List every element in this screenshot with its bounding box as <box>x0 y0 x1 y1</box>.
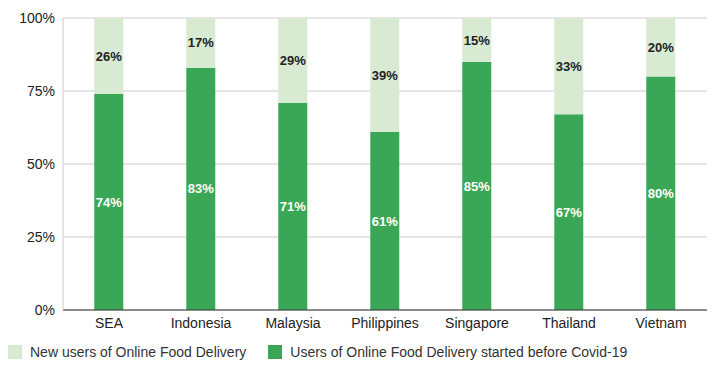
html-text:New users of Online Food Deliv: New users of Online Food Delivery <box>30 344 247 360</box>
svg-text:71%: 71% <box>280 199 306 214</box>
svg-text:Malaysia: Malaysia <box>265 315 320 331</box>
html-text:Users of Online Food Delivery: Users of Online Food Delivery started be… <box>290 344 628 360</box>
svg-text:Indonesia: Indonesia <box>171 315 232 331</box>
svg-text:61%: 61% <box>372 214 398 229</box>
svg-text:50%: 50% <box>27 156 55 172</box>
svg-text:83%: 83% <box>188 181 214 196</box>
svg-text:26%: 26% <box>96 49 122 64</box>
svg-text:17%: 17% <box>188 35 214 50</box>
svg-text:67%: 67% <box>556 205 582 220</box>
svg-text:20%: 20% <box>648 40 674 55</box>
svg-text:0%: 0% <box>35 302 55 318</box>
svg-text:Philippines: Philippines <box>351 315 419 331</box>
svg-text:15%: 15% <box>464 33 490 48</box>
svg-text:33%: 33% <box>556 59 582 74</box>
svg-text:39%: 39% <box>372 68 398 83</box>
svg-text:80%: 80% <box>648 186 674 201</box>
svg-text:Singapore: Singapore <box>445 315 509 331</box>
svg-text:25%: 25% <box>27 229 55 245</box>
svg-text:75%: 75% <box>27 83 55 99</box>
svg-text:100%: 100% <box>19 10 55 26</box>
svg-text:Vietnam: Vietnam <box>635 315 686 331</box>
svg-text:85%: 85% <box>464 179 490 194</box>
svg-text:74%: 74% <box>96 195 122 210</box>
svg-text:Thailand: Thailand <box>542 315 596 331</box>
svg-text:SEA: SEA <box>95 315 124 331</box>
svg-text:29%: 29% <box>280 53 306 68</box>
